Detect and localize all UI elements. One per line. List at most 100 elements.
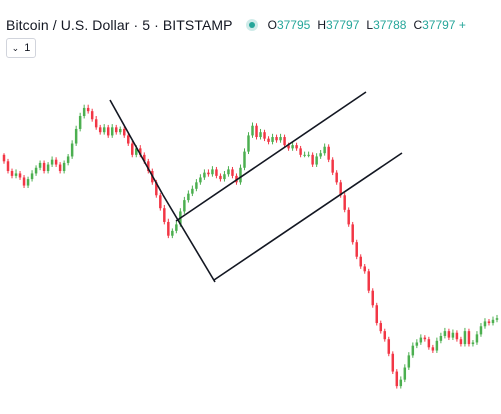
candle-body bbox=[347, 209, 350, 225]
candle bbox=[114, 124, 118, 135]
candle bbox=[291, 141, 294, 151]
candle bbox=[110, 124, 114, 138]
candle bbox=[62, 160, 66, 174]
candle-body bbox=[419, 337, 423, 343]
candle bbox=[14, 169, 18, 179]
indicator-count: 1 bbox=[24, 42, 31, 54]
candle bbox=[26, 176, 30, 188]
candle bbox=[303, 151, 306, 158]
market-status-icon bbox=[245, 19, 258, 31]
candle bbox=[327, 144, 330, 163]
candle-body bbox=[383, 331, 387, 340]
candle-body bbox=[375, 305, 378, 324]
channel-lower-line[interactable] bbox=[213, 152, 403, 281]
candle-body bbox=[275, 137, 278, 141]
channel-upper-line[interactable] bbox=[175, 91, 367, 222]
candle bbox=[106, 124, 110, 138]
candle-body bbox=[62, 162, 66, 172]
candle-body bbox=[455, 332, 459, 340]
candle-body bbox=[279, 137, 282, 141]
candle bbox=[102, 124, 106, 135]
trendline-downtrend-lower[interactable] bbox=[162, 194, 216, 283]
candle bbox=[487, 319, 491, 326]
candle-body bbox=[491, 319, 495, 324]
candle bbox=[491, 316, 495, 326]
candle-body bbox=[439, 335, 443, 341]
candle bbox=[34, 165, 38, 176]
candle-body bbox=[319, 153, 322, 157]
candle-body bbox=[475, 334, 479, 343]
candle bbox=[54, 157, 58, 167]
candle-body bbox=[70, 143, 74, 157]
candle bbox=[86, 104, 90, 114]
candle bbox=[475, 331, 479, 345]
candle-body bbox=[199, 177, 202, 183]
candle-body bbox=[231, 169, 234, 176]
candle-body bbox=[66, 156, 70, 163]
candle bbox=[195, 179, 198, 192]
candle-body bbox=[331, 159, 334, 173]
candle-body bbox=[207, 172, 210, 175]
candle bbox=[271, 133, 274, 145]
candle bbox=[58, 162, 62, 174]
candle-body bbox=[411, 345, 415, 356]
candle-body bbox=[315, 156, 318, 165]
candle-body bbox=[147, 161, 150, 172]
candle bbox=[467, 328, 471, 347]
candle-body bbox=[6, 161, 10, 172]
candle-body bbox=[459, 339, 463, 345]
candle bbox=[399, 376, 403, 389]
candle-body bbox=[271, 137, 274, 142]
candle-body bbox=[155, 182, 158, 196]
candle bbox=[147, 158, 150, 174]
candle bbox=[231, 166, 234, 179]
trendlines-layer bbox=[109, 91, 403, 283]
indicator-toggle-button[interactable]: ⌄ 1 bbox=[6, 38, 36, 58]
candle bbox=[379, 320, 383, 334]
candle bbox=[259, 128, 262, 140]
candle bbox=[411, 342, 415, 358]
candle bbox=[459, 336, 463, 347]
candle-body bbox=[22, 177, 26, 186]
candle-body bbox=[247, 135, 250, 152]
candle bbox=[90, 108, 94, 122]
candle-body bbox=[159, 195, 162, 209]
candle bbox=[159, 192, 162, 211]
candle-body bbox=[483, 321, 487, 327]
candle bbox=[127, 133, 130, 146]
candle-body bbox=[223, 174, 226, 180]
candle-body bbox=[30, 173, 34, 180]
candle-body bbox=[283, 137, 286, 146]
candle bbox=[118, 126, 122, 135]
candle bbox=[175, 221, 178, 234]
candle-body bbox=[295, 145, 298, 149]
candle-body bbox=[479, 326, 483, 335]
candle bbox=[371, 288, 374, 308]
candle bbox=[131, 141, 134, 158]
candle bbox=[30, 170, 34, 182]
candle bbox=[163, 204, 166, 225]
trendline-downtrend[interactable] bbox=[109, 99, 164, 196]
symbol-title[interactable]: Bitcoin / U.S. Dollar · 5 · BITSTAMP bbox=[6, 17, 233, 33]
candle bbox=[167, 218, 170, 239]
candle-body bbox=[123, 128, 126, 136]
candle bbox=[335, 170, 338, 185]
candle bbox=[42, 160, 46, 174]
candle bbox=[319, 149, 322, 159]
candle bbox=[267, 136, 270, 145]
candle bbox=[191, 185, 194, 197]
candle-body bbox=[291, 145, 294, 149]
candle bbox=[211, 166, 214, 177]
candle bbox=[203, 169, 206, 180]
candle bbox=[495, 314, 499, 323]
candle-body bbox=[287, 145, 290, 149]
candle-body bbox=[211, 169, 214, 175]
candle-body bbox=[2, 154, 6, 162]
candle-body bbox=[94, 119, 98, 128]
candle-body bbox=[171, 230, 174, 236]
candle-body bbox=[110, 127, 114, 136]
candle-body bbox=[443, 331, 447, 336]
candle-body bbox=[34, 167, 38, 174]
candle bbox=[283, 134, 286, 148]
